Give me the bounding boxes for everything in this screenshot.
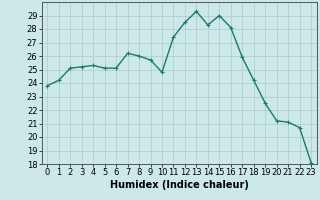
X-axis label: Humidex (Indice chaleur): Humidex (Indice chaleur) bbox=[110, 180, 249, 190]
